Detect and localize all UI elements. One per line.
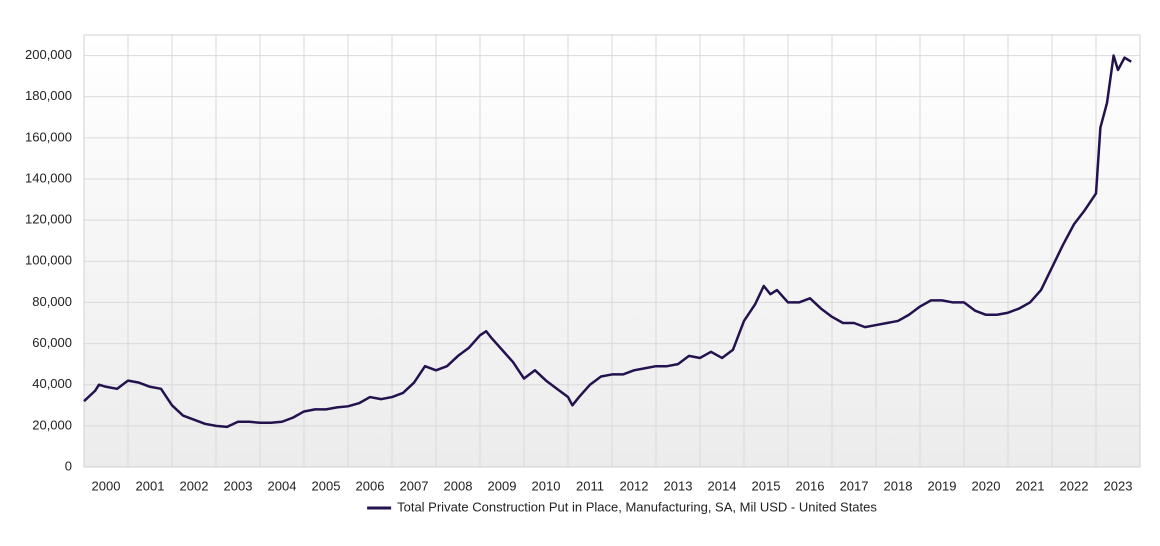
x-tick-label: 2002 — [180, 478, 209, 493]
x-tick-label: 2003 — [224, 478, 253, 493]
x-tick-label: 2015 — [752, 478, 781, 493]
y-tick-label: 20,000 — [32, 417, 72, 432]
x-tick-label: 2010 — [532, 478, 561, 493]
y-tick-label: 180,000 — [25, 88, 72, 103]
y-tick-label: 40,000 — [32, 376, 72, 391]
x-tick-label: 2016 — [796, 478, 825, 493]
y-tick-label: 60,000 — [32, 335, 72, 350]
x-tick-label: 2004 — [268, 478, 297, 493]
x-tick-label: 2005 — [312, 478, 341, 493]
x-tick-label: 2014 — [708, 478, 737, 493]
x-tick-label: 2021 — [1016, 478, 1045, 493]
y-tick-label: 100,000 — [25, 253, 72, 268]
x-tick-label: 2006 — [356, 478, 385, 493]
y-tick-label: 80,000 — [32, 294, 72, 309]
x-tick-label: 2000 — [92, 478, 121, 493]
y-tick-label: 120,000 — [25, 212, 72, 227]
x-tick-label: 2008 — [444, 478, 473, 493]
y-tick-label: 160,000 — [25, 129, 72, 144]
legend-label: Total Private Construction Put in Place,… — [397, 499, 877, 514]
y-tick-label: 200,000 — [25, 47, 72, 62]
x-tick-label: 2007 — [400, 478, 429, 493]
x-tick-label: 2012 — [620, 478, 649, 493]
x-tick-label: 2022 — [1060, 478, 1089, 493]
x-tick-label: 2013 — [664, 478, 693, 493]
x-tick-label: 2020 — [972, 478, 1001, 493]
x-tick-label: 2019 — [928, 478, 957, 493]
x-tick-label: 2017 — [840, 478, 869, 493]
plot-border — [83, 34, 1141, 468]
x-tick-label: 2009 — [488, 478, 517, 493]
x-tick-label: 2023 — [1104, 478, 1133, 493]
x-tick-label: 2011 — [576, 478, 604, 493]
x-tick-label: 2001 — [136, 478, 165, 493]
x-tick-label: 2018 — [884, 478, 913, 493]
data-line — [83, 54, 1132, 429]
y-tick-label: 140,000 — [25, 170, 72, 185]
y-tick-label: 0 — [65, 458, 72, 473]
